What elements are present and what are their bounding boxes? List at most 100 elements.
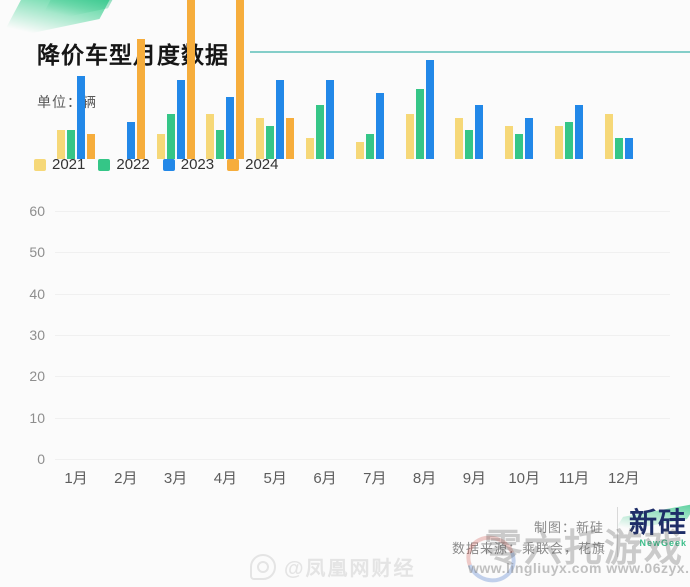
bar-2021-10月 xyxy=(505,125,514,159)
bars-12月 xyxy=(604,0,643,159)
bar-2021-5月 xyxy=(256,117,265,159)
bar-2023-7月 xyxy=(375,92,384,159)
bar-2021-12月 xyxy=(604,113,613,159)
site-watermark-urls: www.lingliuyx.com www.06zyx.com xyxy=(468,560,690,576)
y-axis-tick-label: 40 xyxy=(29,285,45,302)
legend-item-2021: 2021 xyxy=(34,156,85,173)
bar-2023-9月 xyxy=(475,105,484,159)
bar-2021-3月 xyxy=(156,134,165,159)
bar-chart: 0 10 20 30 40 50 60 1月 2月 3月 4月 5月 6月 7月 8月 9月 10月 11月 12月 xyxy=(0,0,690,499)
legend-item-2022: 2022 xyxy=(98,156,150,173)
bars-9月 xyxy=(455,0,493,159)
bar-2023-3月 xyxy=(176,80,185,159)
bars-2月 xyxy=(107,0,145,159)
x-axis-label: 10月 xyxy=(508,470,541,487)
bar-2023-8月 xyxy=(425,59,434,159)
bar-2023-10月 xyxy=(525,117,534,159)
bar-2022-8月 xyxy=(415,88,424,159)
bar-2023-12月 xyxy=(624,138,633,159)
bars-7月 xyxy=(355,0,394,159)
bars-11月 xyxy=(555,0,593,159)
bars-5月 xyxy=(256,0,295,159)
legend-item-2023: 2023 xyxy=(162,156,215,173)
gridline-30 xyxy=(55,335,670,336)
site-watermark-logo-icon xyxy=(458,527,524,587)
legend-swatch-2024 xyxy=(227,158,240,171)
x-axis-label: 7月 xyxy=(363,470,387,487)
gridline-20 xyxy=(55,376,670,378)
bar-2022-11月 xyxy=(565,121,573,159)
logo-subtext: NewGeek xyxy=(639,538,687,548)
x-axis-label: 9月 xyxy=(462,470,487,487)
y-axis-tick-label: 30 xyxy=(29,327,45,343)
gridline-10 xyxy=(55,417,670,419)
bar-2021-8月 xyxy=(405,113,414,159)
legend-label: 2022 xyxy=(116,156,150,173)
gridline-40 xyxy=(55,293,670,295)
bar-2023-1月 xyxy=(77,76,85,159)
x-axis-label: 4月 xyxy=(213,470,238,487)
bar-2024-4月 xyxy=(236,0,245,159)
bar-2023-2月 xyxy=(126,121,135,159)
bars-8月 xyxy=(405,0,444,159)
bar-2022-10月 xyxy=(515,134,524,159)
legend-item-2024: 2024 xyxy=(227,156,279,173)
bar-2023-4月 xyxy=(226,97,235,159)
legend-swatch-2021 xyxy=(34,158,46,171)
page-title: 降价车型月度数据 xyxy=(37,42,229,68)
bars-10月 xyxy=(505,0,543,159)
y-axis-tick-label: 60 xyxy=(29,203,45,219)
bar-2024-5月 xyxy=(286,117,295,159)
bar-2023-6月 xyxy=(326,80,334,159)
legend-label: 2023 xyxy=(180,156,215,173)
bar-2022-3月 xyxy=(166,113,175,159)
legend-swatch-2023 xyxy=(162,158,175,171)
bar-2022-5月 xyxy=(266,125,275,159)
x-axis-label: 1月 xyxy=(64,470,88,487)
footer-divider xyxy=(617,507,618,557)
chart-legend: 2021 2022 2023 2024 xyxy=(34,156,279,173)
bar-2021-6月 xyxy=(306,138,314,159)
newgeek-logo: 新硅 NewGeek xyxy=(613,503,690,548)
bar-2021-9月 xyxy=(455,117,464,159)
bar-2022-7月 xyxy=(365,134,374,159)
bars-1月 xyxy=(57,0,95,159)
bar-2023-5月 xyxy=(276,80,285,159)
bar-2024-2月 xyxy=(136,39,145,159)
x-axis-label: 12月 xyxy=(607,470,640,487)
bars-3月 xyxy=(156,0,195,159)
x-axis-label: 6月 xyxy=(313,470,337,487)
title-accent-line xyxy=(250,51,690,53)
credit-line: 制图：新硅 xyxy=(533,520,604,535)
bars-6月 xyxy=(306,0,344,159)
y-axis-tick-label: 50 xyxy=(29,244,45,261)
data-source-line: 数据来源：乘联会，花旗 xyxy=(451,541,606,556)
y-axis-tick-label: 20 xyxy=(29,368,45,385)
bar-2021-11月 xyxy=(555,125,563,159)
gridline-60 xyxy=(55,211,670,212)
gridline-50 xyxy=(55,252,670,254)
bar-2021-7月 xyxy=(355,142,364,159)
y-axis-tick-label: 10 xyxy=(29,409,45,426)
weibo-handle: @凤凰网财经 xyxy=(284,558,416,580)
x-axis-label: 8月 xyxy=(412,470,437,487)
gridline-0 xyxy=(55,459,670,460)
x-axis-label: 11月 xyxy=(558,470,590,487)
bar-2022-9月 xyxy=(465,130,474,159)
bar-2021-1月 xyxy=(57,130,65,159)
bar-2022-12月 xyxy=(614,138,623,159)
bar-2022-1月 xyxy=(67,130,75,159)
legend-label: 2024 xyxy=(245,156,279,173)
x-axis-label: 2月 xyxy=(114,470,138,487)
x-axis-label: 3月 xyxy=(163,470,188,487)
legend-label: 2021 xyxy=(52,156,86,173)
legend-swatch-2022 xyxy=(98,158,111,171)
bar-2021-4月 xyxy=(206,113,215,159)
y-axis-tick-label: 0 xyxy=(37,451,45,467)
bars-4月 xyxy=(206,0,245,159)
bar-2023-11月 xyxy=(575,105,583,159)
weibo-watermark: @凤凰网财经 xyxy=(250,552,416,581)
bar-2022-6月 xyxy=(316,105,324,159)
bar-2024-3月 xyxy=(186,0,195,159)
